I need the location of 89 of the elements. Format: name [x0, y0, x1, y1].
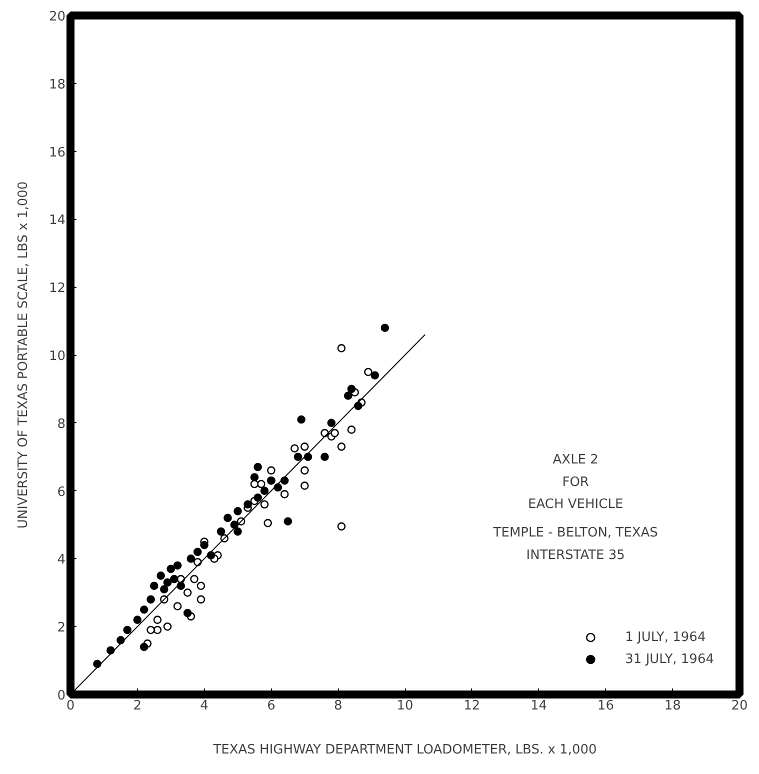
point	[140, 642, 148, 652]
point	[300, 482, 309, 490]
point	[170, 574, 178, 584]
x-tick-label: 16	[597, 698, 614, 714]
point	[183, 608, 192, 618]
point	[380, 324, 390, 332]
point	[264, 518, 272, 528]
point	[370, 371, 380, 380]
x-tick-label: 10	[396, 698, 414, 714]
point	[250, 480, 259, 488]
x-axis-title: TEXAS HIGHWAY DEPARTMENT LOADOMETER, LBS. x 1,000	[212, 742, 597, 758]
legend-label: 1 JULY, 1964	[625, 630, 706, 644]
y-tick-label: 4	[57, 552, 66, 568]
point	[234, 507, 242, 516]
point	[133, 616, 142, 624]
point	[183, 588, 192, 597]
x-tick-label: 6	[267, 698, 276, 714]
legend-label: 31 JULY, 1964	[625, 652, 714, 666]
annotation: AXLE 2	[552, 452, 598, 468]
y-tick-label: 8	[57, 416, 66, 432]
y-tick-label: 18	[48, 77, 66, 92]
point	[244, 500, 252, 509]
point	[150, 582, 158, 590]
point	[196, 595, 206, 604]
annotation: FOR	[562, 474, 589, 490]
point	[216, 527, 226, 536]
y-tick-label: 20	[48, 10, 66, 24]
point	[344, 392, 352, 400]
x-tick-label: 8	[334, 698, 342, 714]
point	[153, 616, 162, 624]
point	[160, 585, 168, 594]
y-tick-label: 14	[48, 213, 66, 228]
point	[354, 402, 362, 410]
point	[327, 418, 336, 428]
point	[347, 426, 356, 434]
y-axis-title: UNIVERSITY OF TEXAS PORTABLE SCALE, LBS x 1,000	[16, 181, 31, 529]
y-tick-label: 2	[57, 620, 66, 636]
point	[234, 527, 242, 536]
point	[290, 444, 299, 453]
point	[280, 490, 289, 498]
point	[173, 602, 182, 610]
y-tick-label: 0	[57, 688, 66, 704]
point	[196, 582, 206, 590]
x-tick-label: 14	[530, 698, 548, 714]
point	[337, 344, 346, 352]
point	[300, 466, 309, 475]
annotation: EACH VEHICLE	[528, 496, 624, 512]
point	[250, 473, 259, 482]
point	[146, 626, 155, 634]
point	[224, 514, 232, 522]
point	[260, 486, 269, 495]
x-tick-label: 2	[133, 698, 142, 714]
point	[284, 517, 292, 526]
x-tick-label: 4	[200, 698, 208, 714]
point	[267, 466, 276, 475]
point	[294, 452, 302, 461]
point	[254, 493, 262, 502]
x-tick-label: 20	[731, 698, 748, 714]
point	[140, 605, 148, 614]
x-tick-label: 18	[664, 698, 681, 714]
annotation: TEMPLE - BELTON, TEXAS	[492, 526, 658, 541]
point	[260, 500, 269, 509]
point	[173, 561, 182, 570]
y-tick-label: 10	[48, 349, 66, 364]
point	[300, 442, 309, 451]
point	[347, 384, 356, 394]
point	[146, 595, 155, 604]
point	[254, 462, 262, 472]
point	[330, 428, 339, 438]
y-tick-label: 16	[48, 145, 66, 160]
x-tick-label: 12	[464, 698, 480, 714]
y-tick-label: 6	[57, 484, 66, 500]
point	[123, 626, 132, 634]
point	[337, 442, 346, 451]
y-tick-label: 12	[48, 281, 66, 296]
point	[200, 540, 208, 550]
point	[190, 574, 198, 584]
point	[364, 368, 372, 376]
point	[163, 622, 172, 631]
point	[193, 548, 202, 556]
point	[320, 452, 329, 461]
point	[337, 522, 346, 531]
point	[153, 626, 162, 634]
point	[186, 554, 196, 563]
point	[156, 572, 165, 580]
point	[297, 415, 306, 424]
annotation: INTERSTATE 35	[526, 548, 625, 563]
point	[116, 636, 125, 644]
point	[166, 564, 175, 574]
